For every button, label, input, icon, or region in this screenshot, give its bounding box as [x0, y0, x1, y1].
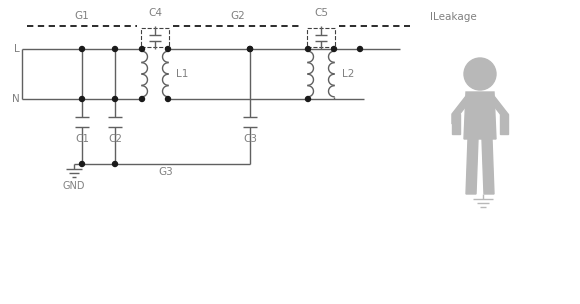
Text: G1: G1	[75, 11, 89, 21]
Text: C2: C2	[108, 134, 122, 144]
Polygon shape	[452, 96, 466, 124]
Circle shape	[113, 96, 118, 102]
Text: L2: L2	[342, 69, 354, 79]
Bar	[141, 28, 169, 47]
Circle shape	[79, 47, 85, 51]
Circle shape	[140, 47, 144, 51]
Bar	[307, 28, 335, 47]
Text: C5: C5	[314, 8, 328, 18]
Polygon shape	[452, 114, 460, 134]
Circle shape	[248, 47, 252, 51]
Text: C3: C3	[243, 134, 257, 144]
Circle shape	[306, 47, 310, 51]
Polygon shape	[464, 92, 496, 139]
Text: GND: GND	[63, 181, 85, 191]
Circle shape	[332, 47, 336, 51]
Text: L1: L1	[176, 69, 188, 79]
Text: G3: G3	[158, 167, 173, 177]
Text: C4: C4	[148, 8, 162, 18]
Circle shape	[140, 96, 144, 102]
Text: N: N	[12, 94, 20, 104]
Polygon shape	[494, 96, 508, 124]
Circle shape	[113, 47, 118, 51]
Polygon shape	[466, 139, 478, 194]
Circle shape	[248, 47, 252, 51]
Circle shape	[79, 96, 85, 102]
Polygon shape	[500, 114, 508, 134]
Text: C1: C1	[75, 134, 89, 144]
Circle shape	[464, 58, 496, 90]
Circle shape	[79, 161, 85, 167]
Text: G2: G2	[231, 11, 245, 21]
Circle shape	[165, 96, 171, 102]
Polygon shape	[482, 139, 494, 194]
Circle shape	[357, 47, 362, 51]
Text: L: L	[14, 44, 20, 54]
Circle shape	[113, 161, 118, 167]
Circle shape	[165, 47, 171, 51]
Text: ILeakage: ILeakage	[430, 12, 477, 22]
Circle shape	[306, 96, 310, 102]
